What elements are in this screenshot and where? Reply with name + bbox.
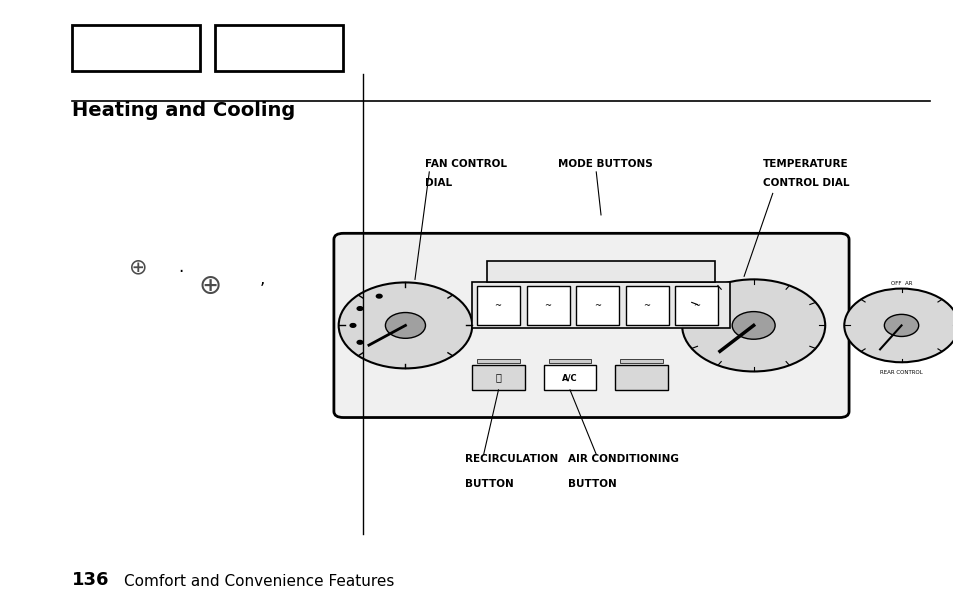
FancyBboxPatch shape xyxy=(334,233,848,418)
Circle shape xyxy=(375,294,381,298)
Text: ~: ~ xyxy=(543,301,551,310)
Text: BUTTON: BUTTON xyxy=(464,479,513,489)
Text: ~: ~ xyxy=(494,301,501,310)
Text: 136: 136 xyxy=(71,572,109,589)
Circle shape xyxy=(883,314,918,336)
Text: Comfort and Convenience Features: Comfort and Convenience Features xyxy=(124,575,394,589)
Text: OFF  AR: OFF AR xyxy=(890,281,911,286)
Bar xyxy=(486,261,715,282)
Text: BUTTON: BUTTON xyxy=(567,479,616,489)
Text: AIR CONDITIONING: AIR CONDITIONING xyxy=(567,454,678,464)
Text: A/C: A/C xyxy=(561,373,578,382)
Text: RECIRCULATION: RECIRCULATION xyxy=(464,454,558,464)
Bar xyxy=(526,286,569,325)
Text: ,: , xyxy=(259,270,265,289)
Bar xyxy=(615,365,667,390)
Circle shape xyxy=(385,313,425,338)
Text: ~: ~ xyxy=(642,301,650,310)
Bar xyxy=(675,286,718,325)
Text: ⊕: ⊕ xyxy=(129,257,148,277)
Circle shape xyxy=(843,289,953,362)
Text: Heating and Cooling: Heating and Cooling xyxy=(71,101,294,120)
Text: FAN CONTROL: FAN CONTROL xyxy=(424,159,506,169)
Bar xyxy=(71,25,200,71)
Text: DIAL: DIAL xyxy=(424,179,451,188)
Circle shape xyxy=(356,341,362,344)
Bar xyxy=(619,359,662,363)
Text: ~: ~ xyxy=(593,301,600,310)
Text: MODE BUTTONS: MODE BUTTONS xyxy=(558,159,652,169)
Circle shape xyxy=(732,312,774,340)
Bar xyxy=(548,359,591,363)
Bar xyxy=(472,282,729,328)
Bar xyxy=(576,286,618,325)
Bar xyxy=(625,286,668,325)
Bar xyxy=(543,365,596,390)
Text: TEMPERATURE: TEMPERATURE xyxy=(762,159,848,169)
Bar xyxy=(472,365,524,390)
Bar xyxy=(476,359,519,363)
Circle shape xyxy=(338,282,472,368)
Circle shape xyxy=(356,307,362,311)
Bar xyxy=(214,25,343,71)
Text: .: . xyxy=(178,258,184,276)
Text: 🔄: 🔄 xyxy=(495,373,501,383)
Circle shape xyxy=(350,324,355,327)
Text: REAR CONTROL: REAR CONTROL xyxy=(880,370,922,375)
Text: ⊕: ⊕ xyxy=(198,271,221,300)
Text: CONTROL DIAL: CONTROL DIAL xyxy=(762,179,849,188)
Bar xyxy=(476,286,519,325)
Text: ~: ~ xyxy=(692,301,700,310)
Circle shape xyxy=(681,279,824,371)
